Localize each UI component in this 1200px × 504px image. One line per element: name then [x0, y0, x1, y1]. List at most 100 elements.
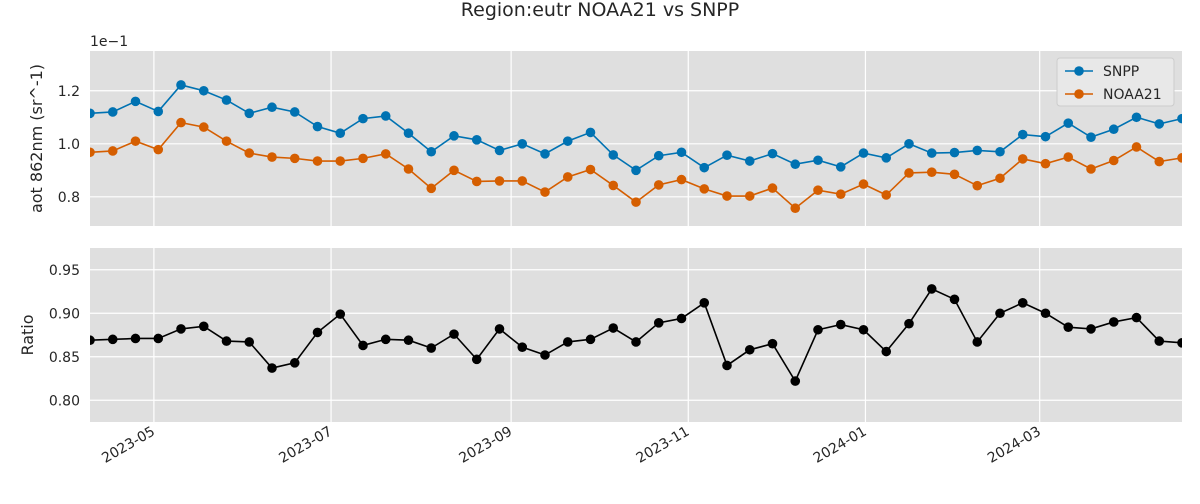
data-point: [926, 167, 937, 177]
data-point: [1131, 142, 1142, 152]
data-point: [289, 358, 300, 368]
data-point: [813, 155, 823, 166]
data-point: [312, 327, 323, 338]
data-point: [926, 148, 937, 158]
data-point: [358, 340, 368, 351]
data-point: [335, 309, 346, 319]
data-point: [949, 294, 960, 305]
data-point: [1017, 298, 1028, 308]
data-point: [471, 135, 482, 145]
data-point: [1177, 153, 1182, 163]
data-point: [631, 337, 641, 347]
data-point: [722, 191, 732, 201]
data-point: [107, 334, 118, 345]
data-point: [835, 189, 846, 199]
data-point: [881, 153, 892, 163]
data-point: [631, 165, 641, 176]
data-point: [858, 148, 869, 158]
data-point: [767, 148, 778, 159]
data-point: [471, 354, 482, 365]
x-axis: 2023-05 2023-07 2023-09 2023-11 2024-01 2024-…: [99, 424, 1043, 467]
data-point: [449, 329, 459, 339]
x-tick-label: 2023-07: [276, 424, 335, 467]
bottom-panel: 0.80 0.85 0.90 0.95 Ratio: [18, 248, 1182, 422]
data-point: [813, 324, 823, 335]
data-point: [176, 324, 186, 334]
data-point: [767, 183, 778, 193]
data-point: [380, 149, 391, 159]
data-point: [562, 172, 573, 182]
data-point: [267, 363, 277, 373]
data-point: [995, 173, 1005, 184]
y-axis-label: Ratio: [18, 314, 37, 355]
y-offset-label: 1e−1: [90, 34, 128, 50]
data-point: [517, 176, 528, 186]
data-point: [358, 153, 368, 164]
data-point: [1177, 338, 1182, 348]
data-point: [972, 145, 983, 156]
y-tick-label: 1.2: [58, 84, 80, 100]
top-panel: 0.8 1.0 1.2 aot 862nm (sr^-1) 1e−1 SNPP NOAA21: [27, 34, 1182, 226]
data-point: [244, 108, 255, 119]
data-point: [562, 136, 573, 146]
data-point: [608, 180, 619, 191]
data-point: [380, 334, 391, 345]
data-point: [995, 146, 1005, 157]
data-point: [1063, 118, 1074, 128]
x-tick-label: 2023-09: [456, 424, 515, 467]
data-point: [767, 338, 778, 349]
data-point: [744, 156, 755, 166]
data-point: [676, 174, 687, 185]
data-point: [972, 337, 983, 347]
data-point: [744, 344, 755, 355]
data-point: [1108, 155, 1119, 166]
data-point: [699, 298, 710, 308]
legend-marker: [1074, 89, 1084, 99]
data-point: [244, 337, 255, 347]
data-point: [1131, 112, 1142, 123]
y-tick-label: 0.8: [58, 190, 80, 206]
y-tick-label: 1.0: [58, 137, 80, 153]
data-point: [130, 96, 141, 107]
data-point: [562, 337, 573, 347]
data-point: [585, 334, 596, 345]
data-point: [722, 360, 732, 371]
data-point: [835, 162, 846, 172]
data-point: [881, 346, 892, 357]
data-point: [335, 128, 346, 138]
chart-title: Region:eutr NOAA21 vs SNPP: [461, 0, 739, 21]
data-point: [1017, 154, 1028, 164]
data-point: [904, 168, 914, 178]
data-point: [494, 324, 505, 334]
x-tick-label: 2024-01: [811, 424, 870, 467]
data-point: [153, 333, 164, 344]
data-point: [1131, 312, 1142, 323]
data-point: [699, 162, 710, 173]
data-point: [90, 335, 95, 346]
data-point: [471, 176, 482, 187]
legend-label: SNPP: [1103, 64, 1139, 80]
data-point: [1177, 113, 1182, 124]
y-tick-label: 0.80: [49, 393, 80, 409]
data-point: [517, 139, 528, 149]
data-point: [176, 80, 186, 90]
data-point: [90, 108, 95, 119]
data-point: [631, 197, 641, 207]
data-point: [1154, 156, 1165, 167]
data-point: [1086, 324, 1096, 334]
data-point: [676, 147, 687, 158]
plot-background: [90, 248, 1182, 422]
data-point: [790, 376, 801, 386]
data-point: [403, 128, 414, 138]
data-point: [267, 152, 277, 162]
data-point: [744, 191, 755, 201]
data-point: [426, 183, 437, 194]
data-point: [130, 136, 141, 146]
series-group: [90, 80, 1182, 214]
data-point: [585, 164, 596, 175]
data-point: [289, 107, 300, 117]
data-point: [653, 318, 664, 328]
data-point: [1154, 336, 1165, 346]
x-tick-label: 2023-11: [634, 424, 693, 467]
